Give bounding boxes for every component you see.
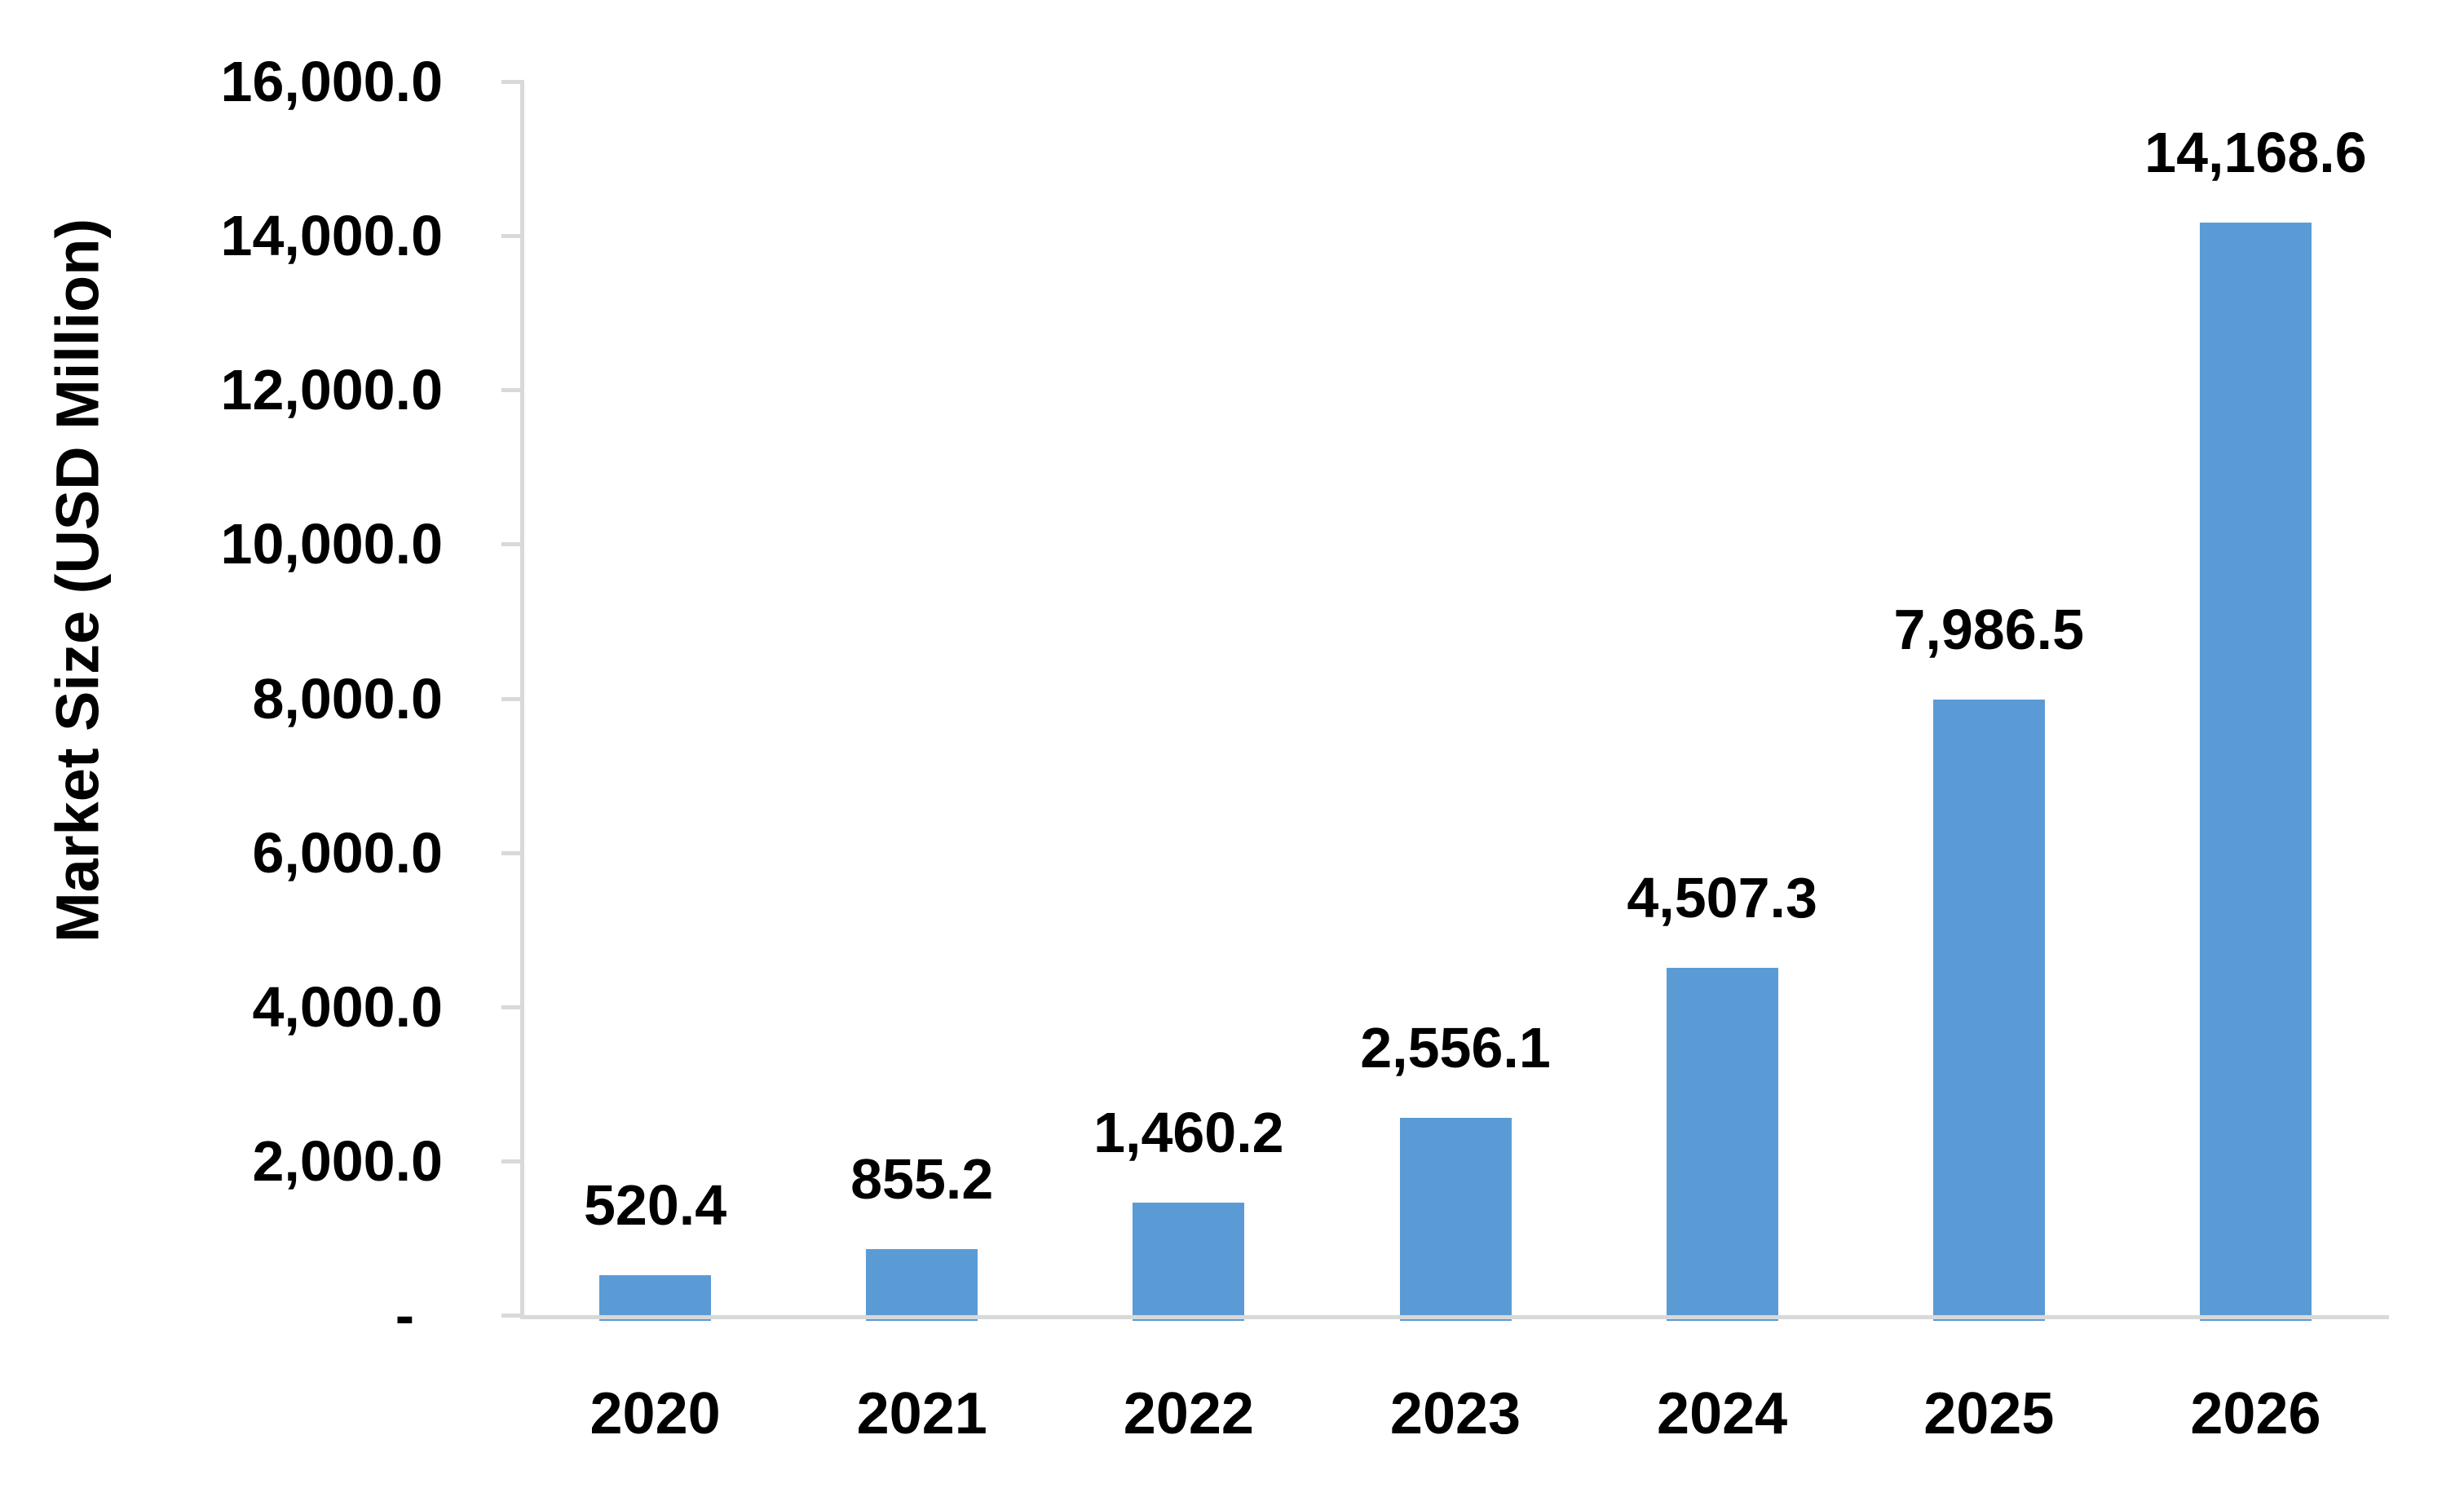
y-axis-tick-label: 14,000.0 [220, 204, 443, 268]
bar [599, 1274, 712, 1321]
bar [1133, 1202, 1245, 1321]
y-axis-tick-label: 2,000.0 [252, 1128, 443, 1193]
bar [866, 1249, 978, 1321]
x-axis-label: 2022 [1123, 1381, 1254, 1446]
y-axis-tick [501, 234, 524, 239]
y-axis-line [520, 82, 524, 1319]
bar [2199, 223, 2312, 1321]
y-axis-tick [501, 1159, 524, 1163]
x-axis-label: 2024 [1657, 1381, 1788, 1446]
y-axis-tick [501, 80, 524, 84]
y-axis-tick-label: 12,000.0 [220, 358, 443, 422]
x-axis-label: 2025 [1923, 1381, 2055, 1446]
bar-value-label: 4,507.3 [1627, 865, 1817, 929]
x-axis-label: 2026 [2190, 1381, 2321, 1446]
y-axis-tick-label: 16,000.0 [220, 50, 443, 113]
y-axis-tick-label: 6,000.0 [252, 820, 443, 885]
bar-value-label: 520.4 [583, 1172, 727, 1237]
bar-value-label: 2,556.1 [1360, 1016, 1551, 1080]
y-axis-tick-label: 4,000.0 [252, 974, 443, 1039]
y-axis-title: Market Size (USD Million) [43, 218, 112, 943]
y-axis-tick [501, 1314, 524, 1318]
y-axis-tick [501, 1005, 524, 1009]
bar-value-label: 1,460.2 [1093, 1100, 1284, 1164]
bar-value-label: 14,168.6 [2144, 121, 2367, 185]
y-axis-tick [501, 696, 524, 701]
bar-value-label: 855.2 [850, 1147, 994, 1212]
bar [1666, 967, 1778, 1321]
x-axis-label: 2021 [856, 1381, 987, 1446]
bar [1932, 699, 2045, 1321]
y-axis-tick [501, 542, 524, 547]
y-axis-tick-label: 10,000.0 [220, 512, 443, 576]
x-axis-line [520, 1315, 2389, 1319]
x-axis-label: 2020 [590, 1381, 721, 1446]
bar [1399, 1118, 1512, 1321]
y-axis-tick [501, 850, 524, 855]
y-axis-tick-label: - [395, 1283, 414, 1347]
y-axis-tick [501, 388, 524, 393]
x-axis-label: 2023 [1389, 1381, 1521, 1446]
y-axis-tick-label: 8,000.0 [252, 666, 443, 731]
bar-value-label: 7,986.5 [1893, 597, 2085, 661]
